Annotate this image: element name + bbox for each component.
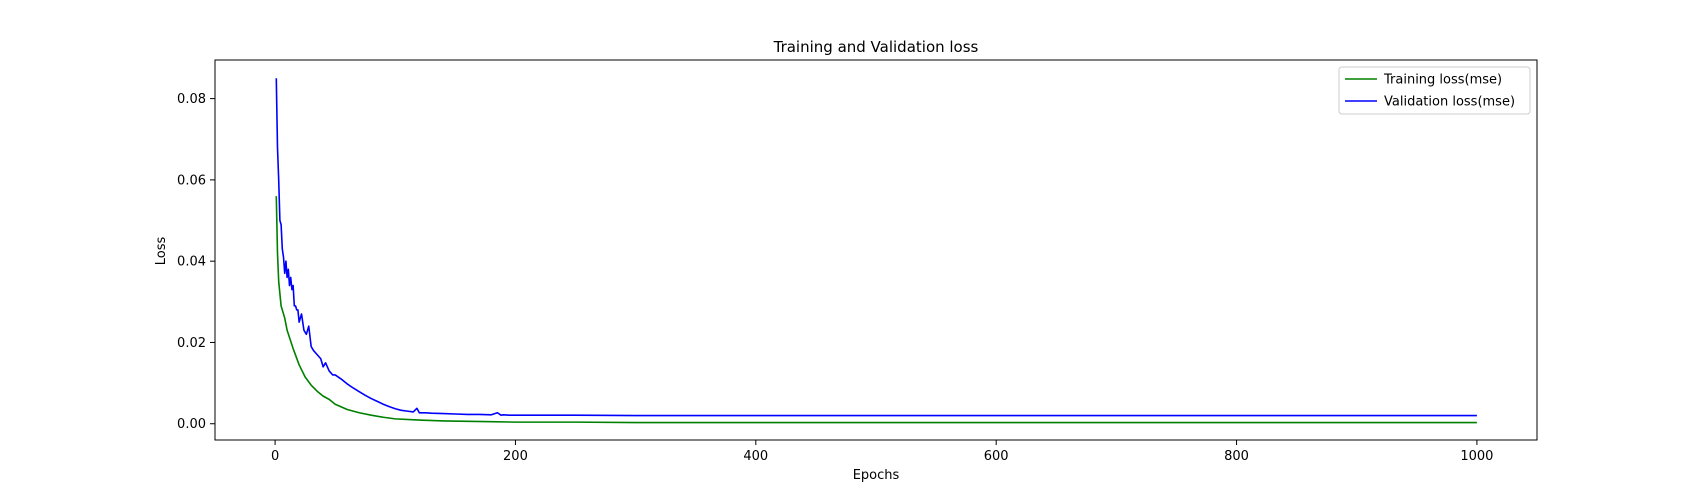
x-tick-label: 400 bbox=[743, 449, 768, 464]
x-tick-label: 800 bbox=[1224, 449, 1249, 464]
plot-frame bbox=[214, 59, 1538, 441]
y-tick-label: 0.02 bbox=[177, 336, 206, 351]
training-loss-line bbox=[275, 196, 1477, 424]
y-axis-ticks: 0.00 0.02 0.04 0.06 0.08 bbox=[177, 92, 215, 432]
x-tick-label: 200 bbox=[503, 449, 528, 464]
x-axis-label: Epochs bbox=[853, 468, 900, 483]
y-tick-label: 0.06 bbox=[177, 173, 206, 188]
legend-label-training: Training loss(mse) bbox=[1383, 73, 1502, 88]
x-tick-label: 1000 bbox=[1460, 449, 1493, 464]
y-tick-label: 0.04 bbox=[177, 255, 206, 270]
legend-box bbox=[1338, 66, 1531, 115]
legend-label-validation: Validation loss(mse) bbox=[1384, 95, 1515, 110]
y-tick-label: 0.00 bbox=[177, 417, 206, 432]
legend: Training loss(mse) Validation loss(mse) bbox=[1338, 66, 1531, 115]
y-tick-label: 0.08 bbox=[177, 92, 206, 107]
validation-loss-line bbox=[275, 78, 1477, 417]
x-tick-label: 600 bbox=[984, 449, 1009, 464]
y-axis-label: Loss bbox=[154, 237, 169, 266]
x-tick-label: 0 bbox=[271, 449, 279, 464]
series-group bbox=[275, 78, 1477, 424]
x-axis-ticks: 0 200 400 600 800 1000 bbox=[271, 440, 1493, 464]
chart-title: Training and Validation loss bbox=[773, 38, 979, 56]
